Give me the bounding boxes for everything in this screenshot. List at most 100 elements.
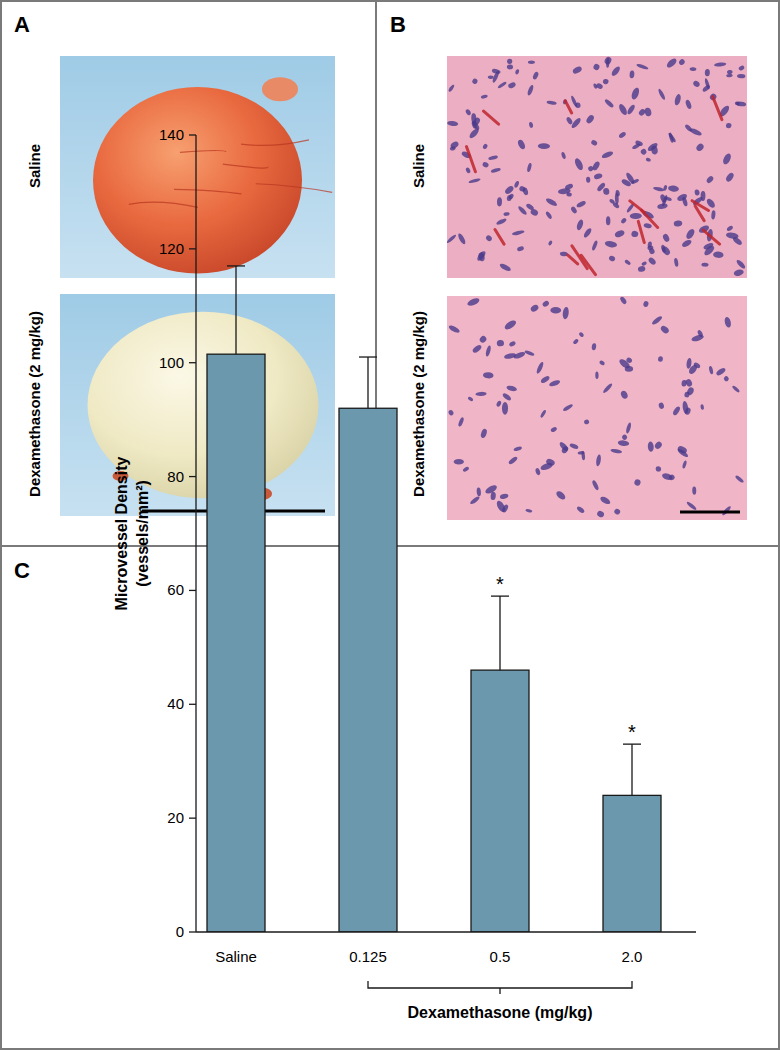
error-stem bbox=[499, 596, 500, 670]
y-axis-label: Microvessel Density(vessels/mm²) bbox=[113, 456, 151, 610]
nucleus bbox=[457, 232, 467, 245]
error-cap bbox=[623, 743, 641, 744]
nucleus bbox=[610, 65, 621, 77]
vessel bbox=[466, 147, 475, 172]
nucleus bbox=[601, 150, 614, 159]
x-tick-label: 0.125 bbox=[349, 948, 387, 965]
nucleus bbox=[508, 456, 519, 466]
nucleus bbox=[651, 145, 659, 155]
nucleus bbox=[610, 448, 622, 454]
nucleus bbox=[471, 120, 478, 129]
nucleus bbox=[686, 501, 698, 511]
nucleus bbox=[569, 443, 579, 450]
x-tick-label: 0.5 bbox=[490, 948, 511, 965]
nucleus bbox=[502, 392, 512, 401]
nucleus bbox=[530, 208, 540, 217]
y-tick-label: 20 bbox=[167, 809, 184, 826]
nucleus bbox=[647, 441, 654, 452]
nucleus bbox=[658, 356, 663, 362]
bar bbox=[207, 354, 265, 932]
nucleus bbox=[681, 238, 693, 248]
nucleus bbox=[507, 64, 514, 69]
y-axis bbox=[195, 135, 196, 932]
nucleus bbox=[570, 206, 578, 215]
row-label: Saline bbox=[26, 144, 43, 188]
vessel bbox=[256, 184, 332, 193]
row-label: Saline bbox=[410, 144, 427, 188]
nucleus bbox=[481, 94, 489, 99]
nucleus bbox=[530, 304, 540, 313]
nucleus bbox=[665, 57, 678, 69]
nucleus bbox=[490, 492, 496, 501]
nucleus bbox=[714, 62, 727, 67]
nucleus bbox=[695, 142, 705, 152]
vessel bbox=[572, 246, 587, 269]
nucleus bbox=[684, 391, 690, 398]
nucleus bbox=[700, 404, 704, 410]
nucleus bbox=[614, 229, 626, 238]
group-bracket bbox=[368, 981, 632, 994]
x-axis bbox=[196, 931, 696, 932]
nucleus bbox=[608, 255, 616, 263]
nucleus bbox=[678, 58, 686, 66]
nucleus bbox=[540, 409, 547, 418]
nucleus bbox=[651, 315, 663, 326]
nucleus bbox=[562, 307, 570, 320]
nucleus bbox=[558, 441, 569, 452]
nucleus bbox=[447, 120, 459, 126]
nucleus bbox=[512, 230, 525, 236]
significance-mark: * bbox=[628, 721, 636, 743]
nucleus bbox=[514, 180, 520, 188]
nucleus bbox=[465, 108, 472, 116]
nucleus bbox=[548, 240, 553, 246]
vessel bbox=[630, 201, 644, 212]
nucleus bbox=[468, 177, 481, 184]
nucleus bbox=[631, 230, 639, 237]
nucleus bbox=[578, 331, 584, 337]
error-stem bbox=[367, 357, 368, 408]
panel-label: A bbox=[14, 12, 30, 37]
nucleus bbox=[640, 148, 648, 156]
nucleus bbox=[733, 269, 744, 277]
nucleus bbox=[499, 493, 509, 500]
nucleus bbox=[591, 240, 598, 251]
nucleus bbox=[482, 143, 488, 150]
nucleus bbox=[643, 300, 650, 307]
nucleus bbox=[469, 495, 480, 505]
nucleus bbox=[660, 324, 671, 334]
nucleus bbox=[476, 487, 481, 496]
nucleus bbox=[691, 334, 705, 343]
error-stem bbox=[235, 266, 236, 354]
nucleus bbox=[726, 74, 733, 78]
nucleus bbox=[515, 69, 520, 75]
nucleus bbox=[604, 98, 615, 108]
nucleus bbox=[693, 361, 701, 369]
nucleus bbox=[585, 114, 595, 125]
nucleus bbox=[723, 375, 730, 382]
nucleus bbox=[540, 462, 554, 472]
y-tick bbox=[189, 590, 196, 591]
nucleus bbox=[685, 378, 694, 387]
nucleus bbox=[540, 375, 551, 384]
bar bbox=[471, 670, 529, 932]
nucleus bbox=[576, 219, 585, 231]
y-tick bbox=[189, 817, 196, 818]
nucleus bbox=[448, 84, 455, 93]
photo-saline bbox=[60, 56, 335, 278]
nucleus bbox=[526, 163, 532, 173]
nucleus bbox=[499, 262, 512, 272]
y-tick-label: 120 bbox=[159, 240, 184, 257]
nucleus bbox=[528, 61, 535, 64]
nucleus bbox=[705, 175, 714, 184]
nucleus bbox=[502, 402, 508, 415]
y-tick-label: 80 bbox=[167, 468, 184, 485]
histology-saline bbox=[446, 56, 747, 278]
nucleus bbox=[711, 210, 716, 220]
nucleus bbox=[604, 240, 617, 248]
bar bbox=[339, 408, 397, 932]
y-tick-label: 40 bbox=[167, 695, 184, 712]
panel-label: B bbox=[390, 12, 406, 37]
nucleus bbox=[632, 143, 641, 150]
nucleus bbox=[620, 390, 629, 400]
nucleus bbox=[497, 81, 507, 89]
